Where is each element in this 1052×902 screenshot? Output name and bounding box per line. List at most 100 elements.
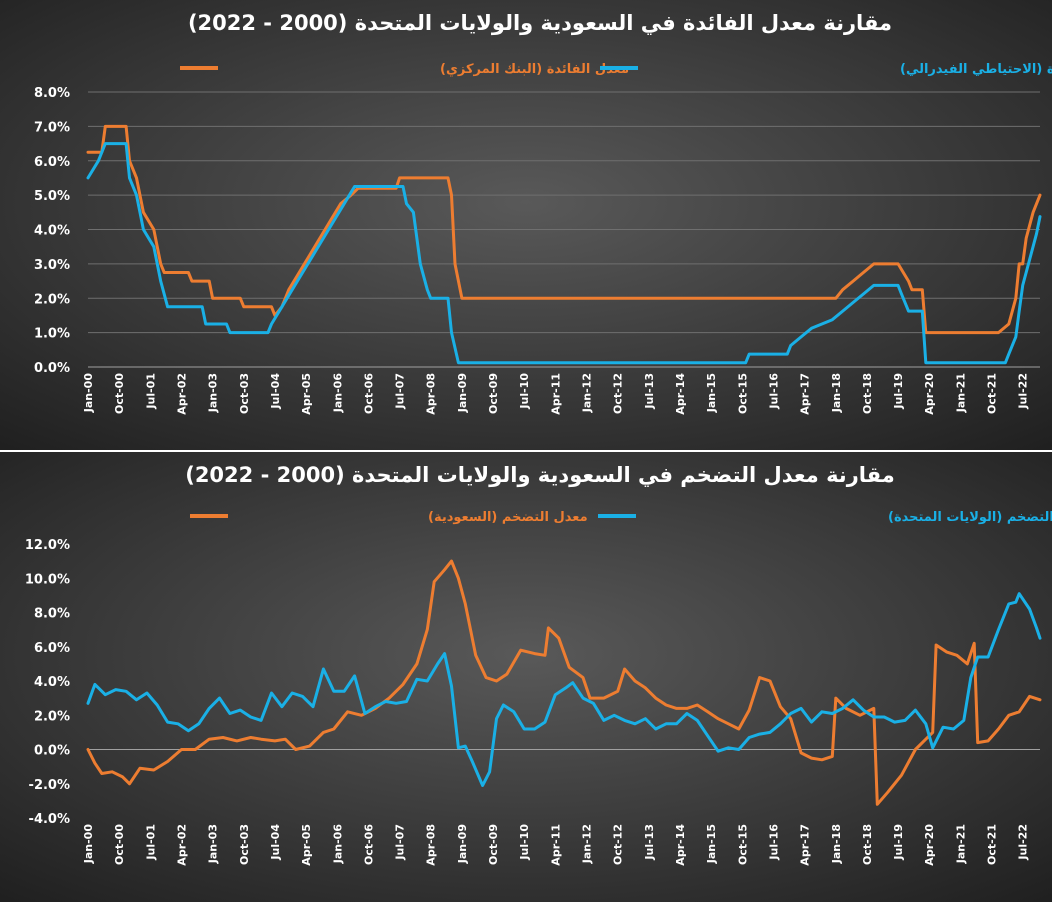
y-tick-label: 7.0%	[34, 120, 70, 135]
y-tick-label: -4.0%	[29, 812, 70, 827]
x-tick-label: Oct-03	[238, 373, 251, 414]
chart-background	[0, 452, 1052, 902]
x-tick-label: Jul-16	[767, 373, 780, 410]
gridlines	[88, 91, 1040, 368]
x-tick-label: Jul-13	[643, 824, 656, 861]
x-tick-label: Apr-02	[175, 373, 188, 415]
x-tick-label: Oct-06	[362, 824, 375, 865]
x-tick-label: Jan-15	[705, 824, 718, 864]
y-tick-label: 1.0%	[34, 327, 70, 342]
x-tick-label: Jul-04	[269, 373, 282, 410]
x-tick-label: Jan-06	[331, 373, 344, 414]
y-tick-label: 2.0%	[34, 709, 70, 724]
x-tick-label: Jul-22	[1017, 373, 1030, 410]
x-tick-label: Jan-12	[581, 824, 594, 864]
chart-title: مقارنة معدل التضخم في السعودية والولايات…	[185, 463, 895, 487]
y-tick-label: 4.0%	[34, 675, 70, 690]
series-line	[86, 559, 1042, 806]
x-tick-label: Oct-09	[487, 373, 500, 414]
inflation-rate-chart: مقارنة معدل التضخم في السعودية والولايات…	[0, 452, 1052, 902]
x-tick-label: Apr-05	[300, 373, 313, 415]
x-tick-label: Oct-21	[986, 373, 999, 414]
x-tick-label: Jan-18	[830, 824, 843, 864]
y-tick-label: 6.0%	[34, 641, 70, 656]
x-tick-label: Apr-14	[674, 824, 687, 866]
y-tick-label: 6.0%	[34, 155, 70, 170]
chart-background	[0, 0, 1052, 450]
x-tick-label: Jul-19	[892, 373, 905, 410]
x-axis: Jan-00 Oct-00 Jul-01 Apr-02 Jan-03 Oct-03 Jul-…	[82, 749, 1040, 866]
legend-label-saudi: معدل التضخم (السعودية)	[428, 510, 588, 525]
x-tick-label: Apr-08	[425, 824, 438, 866]
y-axis: -4.0% -2.0% 0.0% 2.0% 4.0% 6.0% 8.0% 10.0% 12.0%	[25, 538, 70, 827]
series-lines	[86, 559, 1042, 806]
y-tick-label: 0.0%	[34, 744, 70, 759]
x-tick-label: Oct-18	[861, 373, 874, 414]
x-tick-label: Apr-17	[799, 373, 812, 415]
y-tick-label: 8.0%	[34, 86, 70, 101]
x-tick-label: Jul-22	[1017, 824, 1030, 861]
x-tick-label: Jan-03	[207, 373, 220, 413]
x-tick-label: Jan-12	[581, 373, 594, 413]
x-tick-label: Jan-09	[456, 373, 469, 413]
x-tick-label: Apr-20	[923, 824, 936, 866]
legend: معدل الفائدة (البنك المركزي) معدل الفائد…	[180, 62, 1052, 77]
y-tick-label: 8.0%	[34, 607, 70, 622]
x-tick-label: Jan-00	[82, 824, 95, 865]
x-tick-label: Oct-00	[113, 824, 126, 865]
x-tick-label: Jul-16	[767, 824, 780, 861]
x-tick-label: Apr-11	[549, 824, 562, 866]
x-tick-label: Oct-00	[113, 373, 126, 414]
legend-label-us: معدل التضخم (الولايات المتحدة)	[888, 510, 1052, 525]
x-tick-label: Jul-13	[643, 373, 656, 410]
y-tick-label: -2.0%	[29, 778, 70, 793]
y-tick-label: 0.0%	[34, 361, 70, 376]
legend: معدل التضخم (السعودية) معدل التضخم (الول…	[190, 510, 1052, 525]
chart-title: مقارنة معدل الفائدة في السعودية والولايا…	[188, 11, 892, 35]
x-tick-label: Jul-07	[394, 373, 407, 410]
x-tick-label: Oct-15	[736, 373, 749, 414]
series-line	[86, 142, 1042, 365]
interest-rate-chart: مقارنة معدل الفائدة في السعودية والولايا…	[0, 0, 1052, 450]
y-tick-label: 5.0%	[34, 189, 70, 204]
x-tick-label: Jul-19	[892, 824, 905, 861]
x-tick-label: Jul-07	[394, 824, 407, 861]
x-tick-label: Jul-01	[144, 824, 157, 861]
y-tick-label: 12.0%	[25, 538, 70, 553]
x-tick-label: Apr-02	[175, 824, 188, 866]
x-tick-label: Jul-10	[518, 373, 531, 410]
x-tick-label: Oct-18	[861, 824, 874, 865]
y-axis: 0.0% 1.0% 2.0% 3.0% 4.0% 5.0% 6.0% 7.0% 8.0%	[34, 86, 70, 376]
x-axis: Jan-00 Oct-00 Jul-01 Apr-02 Jan-03 Oct-03 Jul-…	[82, 366, 1040, 415]
x-tick-label: Jan-03	[207, 824, 220, 864]
series-line	[86, 592, 1042, 787]
x-tick-label: Oct-21	[986, 824, 999, 865]
x-tick-label: Jan-21	[954, 373, 967, 413]
y-tick-label: 3.0%	[34, 258, 70, 273]
x-tick-label: Apr-08	[425, 373, 438, 415]
x-tick-label: Jan-09	[456, 824, 469, 864]
legend-label-us: معدل الفائدة (الاحتياطي الفيدرالي)	[900, 62, 1052, 77]
x-tick-label: Apr-20	[923, 373, 936, 415]
y-tick-label: 4.0%	[34, 224, 70, 239]
x-tick-label: Jan-18	[830, 373, 843, 413]
x-tick-label: Jan-21	[954, 824, 967, 864]
x-tick-label: Apr-11	[549, 373, 562, 415]
series-lines	[86, 124, 1042, 365]
x-tick-label: Apr-17	[799, 824, 812, 866]
x-tick-label: Jan-15	[705, 373, 718, 413]
x-tick-label: Oct-12	[612, 373, 625, 414]
y-tick-label: 10.0%	[25, 572, 70, 587]
x-tick-label: Oct-06	[362, 373, 375, 414]
y-tick-label: 2.0%	[34, 292, 70, 307]
x-tick-label: Apr-05	[300, 824, 313, 866]
x-tick-label: Jan-00	[82, 373, 95, 414]
x-tick-label: Jan-06	[331, 824, 344, 865]
x-tick-label: Jul-10	[518, 824, 531, 861]
legend-label-saudi: معدل الفائدة (البنك المركزي)	[440, 62, 629, 77]
x-tick-label: Apr-14	[674, 373, 687, 415]
x-tick-label: Jul-01	[144, 373, 157, 410]
x-tick-label: Oct-03	[238, 824, 251, 865]
x-tick-label: Oct-12	[612, 824, 625, 865]
